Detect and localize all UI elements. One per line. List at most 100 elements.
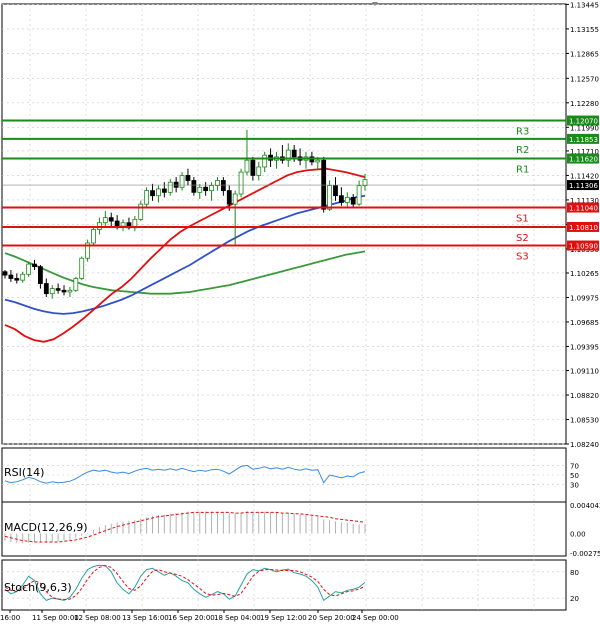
time-tick-label: 16:00 xyxy=(0,614,20,622)
candle-body xyxy=(321,159,327,210)
candle-body xyxy=(79,257,85,279)
candle-body xyxy=(356,185,362,205)
level-label-r2: R2 xyxy=(516,145,529,156)
current-price-tag xyxy=(567,180,599,191)
candle-body xyxy=(179,175,185,188)
rsi-tick-label: 30 xyxy=(570,482,579,490)
candle-body xyxy=(102,217,108,224)
rsi-tick-label: 70 xyxy=(570,462,579,470)
candle-body xyxy=(315,159,321,163)
time-tick-label: 19 Sep 12:00 xyxy=(260,614,307,622)
level-price-tag-label: 1.11040 xyxy=(569,205,598,213)
level-price-tag xyxy=(567,240,599,251)
price-tick-label: 1.13155 xyxy=(570,26,599,34)
level-price-tag xyxy=(567,133,599,144)
candle-body xyxy=(43,283,49,295)
candle-body xyxy=(20,273,26,281)
candle-body xyxy=(191,180,197,193)
time-tick-label: 20 Sep 20:00 xyxy=(308,614,355,622)
ma-slow-line xyxy=(4,250,366,295)
price-tick-label: 1.09975 xyxy=(570,294,599,302)
rsi-title: RSI(14) xyxy=(4,466,44,479)
candle-body xyxy=(73,278,79,291)
level-price-tag xyxy=(567,202,599,213)
candle-body xyxy=(156,188,161,197)
stoch-tick-label: 80 xyxy=(570,569,579,577)
price-tick-label: 1.12570 xyxy=(570,75,599,83)
level-label-s2: S2 xyxy=(516,233,529,244)
ma-mid-line xyxy=(4,194,366,315)
candle-body xyxy=(262,154,268,168)
candle-body xyxy=(285,149,291,161)
candle-body xyxy=(55,288,61,291)
candle-body xyxy=(144,190,150,205)
time-tick-label: 18 Sep 04:00 xyxy=(214,614,261,622)
candle-body xyxy=(338,195,344,203)
candle-body xyxy=(108,217,114,222)
candle-body xyxy=(138,203,144,220)
current-price-label: 1.11306 xyxy=(569,182,598,190)
level-price-tag xyxy=(567,221,599,232)
candle-body xyxy=(250,159,256,176)
candle-body xyxy=(327,185,332,210)
candle-body xyxy=(114,220,120,227)
macd-tick-label: -0.002755 xyxy=(570,550,600,558)
candle-body xyxy=(173,181,179,188)
stoch-tick-label: 20 xyxy=(570,595,579,603)
candle-body xyxy=(350,196,356,205)
level-label-r3: R3 xyxy=(516,127,529,138)
candle-body xyxy=(197,186,203,193)
candle-body xyxy=(8,274,14,279)
candle-body xyxy=(238,171,244,195)
candle-body xyxy=(26,263,32,275)
level-price-tag xyxy=(567,153,599,164)
candle-body xyxy=(120,222,126,227)
candle-body xyxy=(2,271,8,276)
candle-body xyxy=(67,289,73,293)
price-tick-label: 1.08240 xyxy=(570,441,599,449)
candle-body xyxy=(161,188,167,193)
candle-body xyxy=(226,190,232,205)
candle-body xyxy=(32,263,37,268)
price-axis: 1.13445 1.13155 1.12865 1.12570 1.12280 1.119… xyxy=(566,1,599,449)
time-tick-label: 13 Sep 16:00 xyxy=(122,614,169,622)
candle-body xyxy=(14,278,20,281)
macd-tick-label: 0.004042 xyxy=(570,502,600,510)
candle-body xyxy=(333,185,338,197)
time-tick-label: 11 Sep 00:00 xyxy=(32,614,79,622)
stoch-pane-frame xyxy=(1,559,567,611)
candle-body xyxy=(232,193,238,205)
candle-body xyxy=(85,242,91,259)
level-label-r1: R1 xyxy=(516,165,529,176)
price-tick-label: 1.11130 xyxy=(570,197,599,205)
candle-body xyxy=(38,266,43,284)
price-tick-label: 1.11420 xyxy=(570,172,599,180)
candle-body xyxy=(150,190,155,197)
candle-body xyxy=(220,180,226,192)
macd-tick-label: 0.00 xyxy=(570,531,586,539)
level-price-tag-label: 1.10590 xyxy=(569,243,598,251)
price-tick-label: 1.11710 xyxy=(570,148,599,156)
rsi-line xyxy=(4,464,366,484)
candle-body xyxy=(61,289,67,293)
candle-body xyxy=(215,180,220,186)
price-tick-label: 1.13445 xyxy=(570,1,599,9)
candle-body xyxy=(244,159,250,173)
candle-body xyxy=(167,181,173,193)
macd-signal-line xyxy=(4,511,366,543)
price-tick-label: 1.09395 xyxy=(570,343,599,351)
level-price-tag-label: 1.11853 xyxy=(569,136,598,144)
stoch-title: Stoch(9,6,3) xyxy=(4,581,72,594)
price-tick-label: 1.10265 xyxy=(570,270,599,278)
level-price-tag-label: 1.10810 xyxy=(569,224,598,232)
macd-title: MACD(12,26,9) xyxy=(4,521,88,534)
scroll-marker-icon[interactable] xyxy=(372,2,378,6)
time-tick-label: 12 Sep 08:00 xyxy=(74,614,121,622)
candle-body xyxy=(91,229,96,244)
price-tick-label: 1.08820 xyxy=(570,392,599,400)
rsi-tick-label: 50 xyxy=(570,472,579,480)
level-price-tag xyxy=(567,115,599,126)
level-price-tag-label: 1.11620 xyxy=(569,156,598,164)
candle-body xyxy=(344,196,350,203)
